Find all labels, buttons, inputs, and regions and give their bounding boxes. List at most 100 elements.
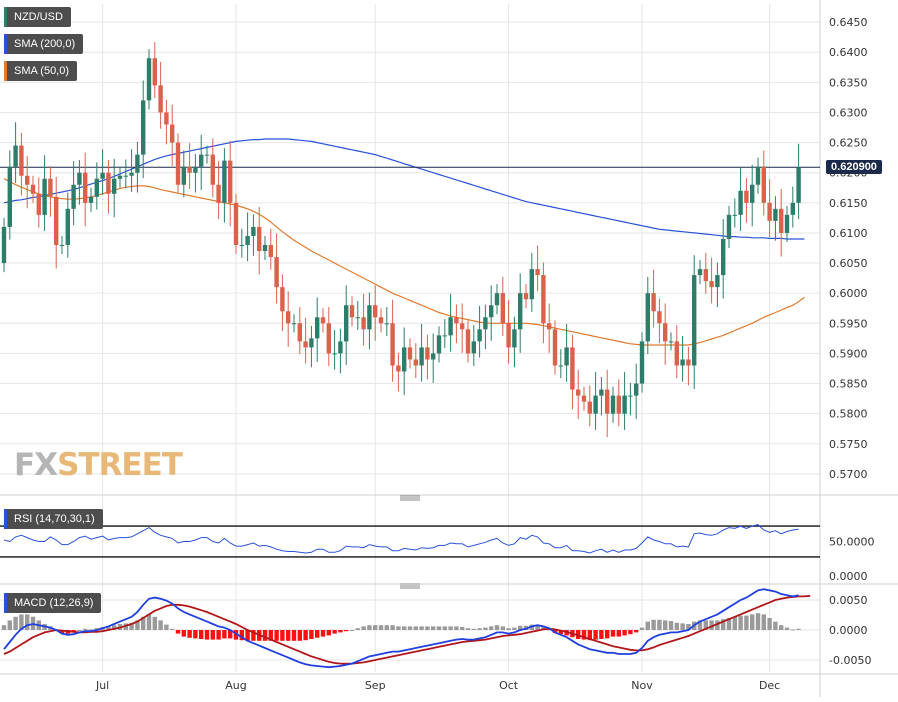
candle-body xyxy=(784,214,790,233)
candle-body xyxy=(216,184,221,203)
price-tick-label: 0.6150 xyxy=(829,197,868,210)
macd-histogram-bar xyxy=(141,616,146,630)
candle-body xyxy=(645,293,650,342)
candle-body xyxy=(94,178,99,197)
macd-histogram-bar xyxy=(158,620,163,630)
candle-body xyxy=(732,214,737,216)
macd-histogram-bar xyxy=(628,630,633,635)
macd-histogram-bar xyxy=(268,630,273,641)
candle-body xyxy=(494,293,500,306)
macd-histogram-bar xyxy=(645,621,650,630)
macd-histogram-bar xyxy=(112,625,117,630)
macd-histogram-bar xyxy=(471,628,476,630)
candle-body xyxy=(506,323,511,348)
macd-histogram-bar xyxy=(164,624,169,630)
candle-body xyxy=(750,184,755,203)
candle-body xyxy=(251,226,256,236)
macd-histogram-bar xyxy=(19,614,24,630)
legend-pair-label: NZD/USD xyxy=(14,11,63,23)
macd-tick-label: 0.0050 xyxy=(829,594,868,607)
legend-macd-swatch xyxy=(4,593,7,613)
candle-body xyxy=(146,58,152,101)
macd-histogram-bar xyxy=(129,622,134,630)
macd-histogram-bar xyxy=(616,630,621,637)
x-label-jul: Jul xyxy=(95,679,109,692)
candle-body xyxy=(761,166,766,203)
price-tick-label: 0.6400 xyxy=(829,46,868,59)
macd-histogram-bar xyxy=(703,620,708,630)
candle-body xyxy=(477,329,482,342)
sma50-line xyxy=(3,178,805,346)
macd-histogram-bar xyxy=(280,630,285,641)
candle-body xyxy=(181,166,186,185)
macd-histogram-bar xyxy=(726,618,732,630)
macd-histogram-bar xyxy=(384,625,389,630)
rsi-tick-label: 50.0000 xyxy=(829,536,875,549)
candle-body xyxy=(367,305,372,330)
candle-body xyxy=(262,244,268,252)
macd-histogram-bar xyxy=(622,630,627,636)
legend-rsi: RSI (14,70,30,1) xyxy=(4,509,103,529)
price-tick-label: 0.5950 xyxy=(829,317,868,330)
candle-body xyxy=(88,196,94,203)
legend-sma50: SMA (50,0) xyxy=(4,61,78,81)
candle-body xyxy=(715,275,720,288)
macd-histogram-bar xyxy=(309,630,314,639)
candle-body xyxy=(303,341,308,348)
macd-histogram-bar xyxy=(686,624,691,630)
macd-histogram-bar xyxy=(750,614,755,630)
macd-histogram-bar xyxy=(332,630,337,634)
candle-body xyxy=(291,323,297,325)
candle-body xyxy=(552,329,558,366)
candle-body xyxy=(436,335,442,354)
macd-histogram-bar xyxy=(413,626,418,630)
candle-body xyxy=(628,395,633,397)
macd-histogram-bar xyxy=(558,630,563,635)
legend-pair-swatch xyxy=(4,7,7,27)
candle-body xyxy=(199,154,204,167)
logo-fx: FX xyxy=(14,447,58,483)
candle-body xyxy=(7,166,12,227)
macd-histogram-bar xyxy=(738,615,743,630)
candle-body xyxy=(355,317,360,319)
candle-body xyxy=(245,235,250,245)
legend-sma50-swatch xyxy=(4,61,7,81)
price-tick-label: 0.6100 xyxy=(829,227,868,240)
candle-body xyxy=(721,238,726,276)
macd-tick-label: -0.0050 xyxy=(829,654,871,667)
candle-body xyxy=(297,323,302,342)
logo-street: STREET xyxy=(57,447,183,483)
macd-histogram-bar xyxy=(344,630,349,632)
macd-histogram-bar xyxy=(181,630,186,637)
price-tick-label: 0.5900 xyxy=(829,347,868,360)
candle-body xyxy=(657,311,662,324)
macd-histogram-bar xyxy=(233,630,239,640)
candle-body xyxy=(576,389,581,396)
candle-body xyxy=(779,208,784,233)
candle-body xyxy=(268,244,273,258)
candle-body xyxy=(175,142,181,185)
macd-histogram-bar xyxy=(239,630,244,641)
macd-histogram-bar xyxy=(88,629,94,631)
candle-body xyxy=(639,341,645,384)
price-tick-label: 0.5850 xyxy=(829,378,868,391)
axes: 0.64500.64000.63500.63000.62500.62000.61… xyxy=(829,16,875,667)
candle-body xyxy=(668,341,674,343)
macd-tick-label: 0.0000 xyxy=(829,624,868,637)
candle-body xyxy=(54,196,59,245)
candle-body xyxy=(286,311,291,324)
macd-histogram-bar xyxy=(286,630,291,641)
macd-histogram-bar xyxy=(732,616,737,630)
candle-body xyxy=(338,341,343,354)
macd-histogram-bar xyxy=(251,630,256,641)
x-label-aug: Aug xyxy=(225,679,246,692)
candle-body xyxy=(448,317,453,336)
candle-body xyxy=(471,341,476,354)
candle-body xyxy=(1,226,7,264)
macd-histogram-bar xyxy=(477,628,482,630)
price-tick-label: 0.5750 xyxy=(829,438,868,451)
candle-body xyxy=(744,190,749,203)
candle-body xyxy=(77,172,82,185)
candle-body xyxy=(541,275,546,324)
